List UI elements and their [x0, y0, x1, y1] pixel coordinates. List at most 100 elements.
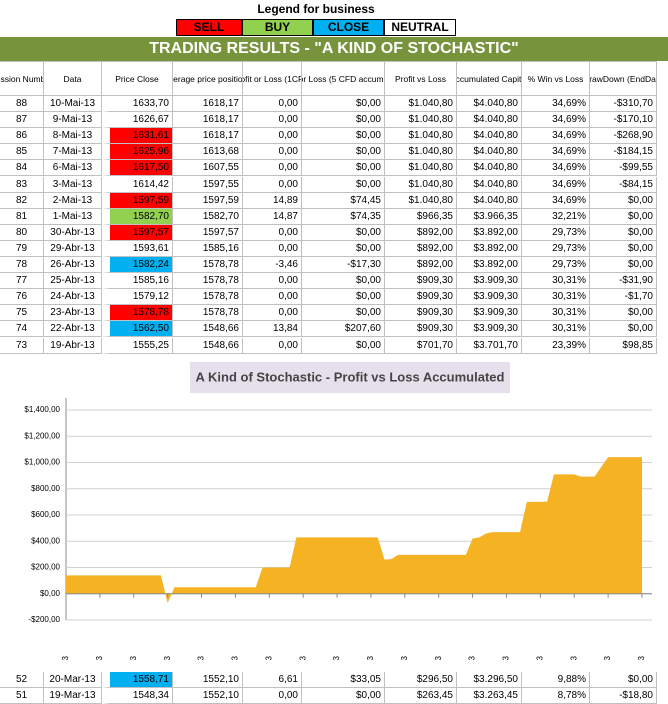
table-cell: $3.701,70 [457, 337, 522, 354]
table-cell: $0,00 [302, 289, 385, 306]
table-cell: $0,00 [590, 240, 657, 257]
table-cell: $3.909,30 [457, 321, 522, 338]
table-cell: $892,00 [385, 257, 457, 274]
table-cell: $1.040,80 [385, 160, 457, 177]
table-cell: 29,73% [522, 257, 590, 274]
table-cell: $0,00 [590, 192, 657, 209]
table-cell: 14,87 [243, 208, 302, 225]
table-cell: 1585,16 [173, 240, 243, 257]
table-cell: $0,00 [590, 672, 657, 688]
table-cell: 77 [0, 273, 44, 290]
table-cell: $3.892,00 [457, 240, 522, 257]
column-header: Profit or Loss (1CFD) [243, 61, 302, 96]
table-cell: 34,69% [522, 192, 590, 209]
table-cell: $966,35 [385, 208, 457, 225]
table-cell: 0,00 [243, 160, 302, 177]
column-header: Profit vs Loss [385, 61, 457, 96]
table-cell: $3.263,45 [457, 688, 522, 704]
column-header: Profit or Loss (5 CFD accumulated) [302, 61, 385, 96]
x-tick-label: 14-Feb-13 [231, 655, 240, 660]
table-cell: 76 [0, 289, 44, 306]
y-tick-label: $600,00 [31, 510, 60, 519]
table-cell: $4.040,80 [457, 192, 522, 209]
y-tick-label: -$200,00 [28, 615, 60, 624]
table-cell: $0,00 [302, 112, 385, 129]
table-cell: 1618,17 [173, 96, 243, 113]
table-cell: 1618,17 [173, 128, 243, 145]
table-cell: 1578,78 [173, 289, 243, 306]
table-title: TRADING RESULTS - "A KIND OF STOCHASTIC" [0, 37, 668, 61]
y-tick-label: $0,00 [40, 589, 61, 598]
table-cell: 34,69% [522, 160, 590, 177]
table-cell: $0,00 [302, 176, 385, 193]
table-cell: 1548,66 [173, 337, 243, 354]
table-cell: 0,00 [243, 176, 302, 193]
table-cell: 1631,61 [102, 128, 173, 145]
table-cell: $3.909,30 [457, 273, 522, 290]
table-cell: 34,69% [522, 128, 590, 145]
table-cell: 1626,67 [102, 112, 173, 129]
table-cell: 1597,55 [173, 176, 243, 193]
column-header: Price Close [102, 61, 173, 96]
legend-item: CLOSE [313, 19, 384, 36]
legend-title: Legend for business [257, 2, 375, 16]
table-cell: 10-Mai-13 [44, 96, 102, 113]
table-cell: $74,35 [302, 208, 385, 225]
table-cell: 26-Abr-13 [44, 257, 102, 274]
table-cell: $3.892,00 [457, 224, 522, 241]
table-cell: $0,00 [302, 305, 385, 322]
table-cell: -$17,30 [302, 257, 385, 274]
table-cell: 80 [0, 224, 44, 241]
table-cell: $3.296,50 [457, 672, 522, 688]
table-cell: 29,73% [522, 240, 590, 257]
table-cell: 87 [0, 112, 44, 129]
table-cell: 14,89 [243, 192, 302, 209]
table-cell: 0,00 [243, 96, 302, 113]
table-cell: -$99,55 [590, 160, 657, 177]
table-cell: 78 [0, 257, 44, 274]
table-cell: $892,00 [385, 240, 457, 257]
table-cell: $701,70 [385, 337, 457, 354]
table-cell: 7-Mai-13 [44, 144, 102, 161]
table-cell: $0,00 [302, 337, 385, 354]
table-cell: 81 [0, 208, 44, 225]
table-cell: 2-Mai-13 [44, 192, 102, 209]
table-cell: 85 [0, 144, 44, 161]
x-tick-label: 25-Abr-13 [569, 655, 578, 660]
table-cell: 1633,70 [102, 96, 173, 113]
table-cell: $0,00 [302, 240, 385, 257]
table-cell: $4.040,80 [457, 176, 522, 193]
table-cell: 1578,78 [173, 305, 243, 322]
table-cell: 6-Mai-13 [44, 160, 102, 177]
table-cell: 1625,96 [102, 144, 173, 161]
x-tick-label: 14-Mar-13 [366, 655, 375, 660]
table-cell: 30,31% [522, 273, 590, 290]
table-cell: 1617,50 [102, 160, 173, 177]
table-cell: 51 [0, 688, 44, 704]
table-cell: 1552,10 [173, 688, 243, 704]
y-tick-label: $1,200,00 [24, 431, 60, 440]
table-cell: $0,00 [302, 224, 385, 241]
table-cell: $1.040,80 [385, 176, 457, 193]
table-cell: 34,69% [522, 144, 590, 161]
table-cell: $207,60 [302, 321, 385, 338]
table-cell: $296,50 [385, 672, 457, 688]
table-cell: 0,00 [243, 688, 302, 704]
table-cell: $1.040,80 [385, 96, 457, 113]
column-header: Accumulated Capital [457, 61, 522, 96]
table-cell: 24-Abr-13 [44, 289, 102, 306]
table-cell: 1593,61 [102, 240, 173, 257]
table-cell: 3-Mai-13 [44, 176, 102, 193]
table-cell: $0,00 [302, 96, 385, 113]
table-cell: 0,00 [243, 240, 302, 257]
table-cell: $0,00 [302, 128, 385, 145]
y-tick-label: $200,00 [31, 563, 60, 572]
table-cell: 86 [0, 128, 44, 145]
table-cell: 23,39% [522, 337, 590, 354]
table-cell: 52 [0, 672, 44, 688]
table-cell: 22-Abr-13 [44, 321, 102, 338]
table-cell: 6,61 [243, 672, 302, 688]
table-cell: $4.040,80 [457, 112, 522, 129]
table-cell: $0,00 [590, 305, 657, 322]
